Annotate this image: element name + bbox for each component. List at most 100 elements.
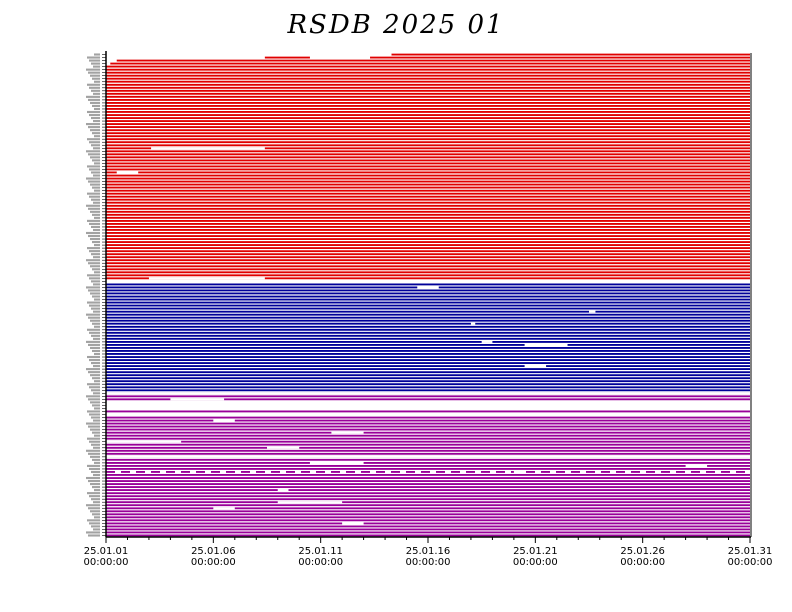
y-tick-label [88, 316, 100, 319]
y-tick-label [86, 95, 100, 98]
y-tick-label [90, 237, 100, 241]
y-tick-label [86, 150, 100, 153]
y-tick-label [92, 458, 100, 461]
y-tick-label [87, 519, 100, 522]
y-tick-label [88, 452, 100, 455]
y-tick-label [94, 461, 100, 464]
y-tick-label [91, 416, 100, 419]
y-tick-label [89, 467, 100, 470]
y-tick-label [89, 222, 100, 225]
y-tick-label [92, 322, 100, 325]
y-tick-label [93, 92, 100, 95]
y-tick-label [94, 244, 100, 247]
y-tick-label [88, 371, 100, 374]
x-tick-label-time: 00:00:00 [728, 557, 773, 568]
y-tick-label [86, 231, 100, 235]
y-tick-label [89, 250, 100, 253]
y-tick-label [86, 68, 100, 71]
y-tick-label [94, 216, 100, 219]
y-tick-label [87, 83, 100, 86]
y-tick-label [86, 422, 100, 425]
y-tick-label [89, 113, 100, 117]
y-tick-label [90, 265, 100, 268]
x-tick-label-time: 00:00:00 [406, 557, 451, 568]
y-tick-label [92, 104, 100, 107]
y-tick-label [89, 168, 100, 171]
y-tick-label [90, 74, 100, 77]
y-tick-label [93, 65, 100, 68]
x-tick-label-time: 00:00:00 [84, 557, 129, 568]
y-tick-label [86, 177, 100, 180]
y-tick-label [92, 486, 100, 489]
y-tick-label [91, 253, 100, 256]
y-tick-label [88, 71, 100, 74]
y-tick-label [90, 374, 100, 377]
y-tick-label [89, 413, 100, 416]
y-tick-label [87, 165, 100, 168]
y-tick-label [93, 528, 100, 531]
y-tick-label [92, 132, 100, 135]
y-tick-label [87, 464, 100, 467]
y-tick-label [88, 343, 100, 346]
y-tick-label [93, 310, 100, 313]
y-tick-label [91, 525, 100, 528]
data-rows [106, 53, 750, 537]
y-tick-label [87, 56, 100, 59]
data-gaps [106, 53, 750, 525]
y-tick-label [90, 210, 100, 213]
y-tick-label [86, 531, 100, 534]
y-tick-label [88, 425, 100, 428]
y-tick-label [94, 489, 100, 492]
y-tick-label [91, 62, 100, 65]
x-tick-label-date: 25.01.26 [620, 546, 665, 557]
x-ticks: 25.01.0100:00:0025.01.0600:00:0025.01.11… [84, 537, 773, 568]
y-tick-label [86, 476, 100, 480]
y-tick-label [89, 86, 100, 89]
y-tick-label [94, 325, 100, 328]
y-tick-label [93, 337, 100, 340]
y-tick-label [93, 419, 100, 422]
y-tick-label [89, 331, 100, 334]
y-tick-label [90, 101, 100, 104]
y-tick-label [89, 195, 100, 198]
y-tick-label [88, 98, 100, 101]
y-tick-label [91, 116, 100, 120]
y-tick-label [87, 138, 100, 141]
y-tick-label [88, 479, 100, 483]
y-tick-label [89, 59, 100, 62]
y-tick-label [92, 213, 100, 216]
y-tick-label [91, 144, 100, 147]
y-tick-label [94, 434, 100, 437]
y-tick-label [92, 349, 100, 353]
y-tick-label [93, 201, 100, 204]
y-tick-label [93, 283, 100, 286]
y-tick-label [88, 507, 100, 510]
y-tick-label [87, 301, 100, 304]
y-tick-label [94, 107, 100, 111]
y-tick-label [91, 334, 100, 337]
y-tick-label [92, 431, 100, 434]
y-tick-label [91, 198, 100, 201]
y-tick-label [86, 123, 100, 126]
y-tick-label [90, 428, 100, 431]
y-tick-label [91, 307, 100, 310]
y-tick-label [87, 247, 100, 250]
y-tick-label [86, 204, 100, 207]
y-tick-label [86, 368, 100, 371]
y-tick-label [93, 473, 100, 477]
y-tick-label [88, 234, 100, 238]
y-tick-label [86, 340, 100, 343]
x-tick-label-date: 25.01.31 [728, 546, 773, 557]
y-tick-label [87, 219, 100, 222]
y-tick-label [87, 437, 100, 440]
y-tick-label [88, 262, 100, 265]
y-tick-label [94, 407, 100, 410]
y-tick-label [87, 410, 100, 413]
y-tick-label [93, 174, 100, 177]
y-tick-label [89, 440, 100, 443]
x-tick-label-time: 00:00:00 [191, 557, 236, 568]
y-tick-label [93, 392, 100, 395]
y-tick-label [92, 77, 100, 80]
y-tick-label [92, 268, 100, 271]
